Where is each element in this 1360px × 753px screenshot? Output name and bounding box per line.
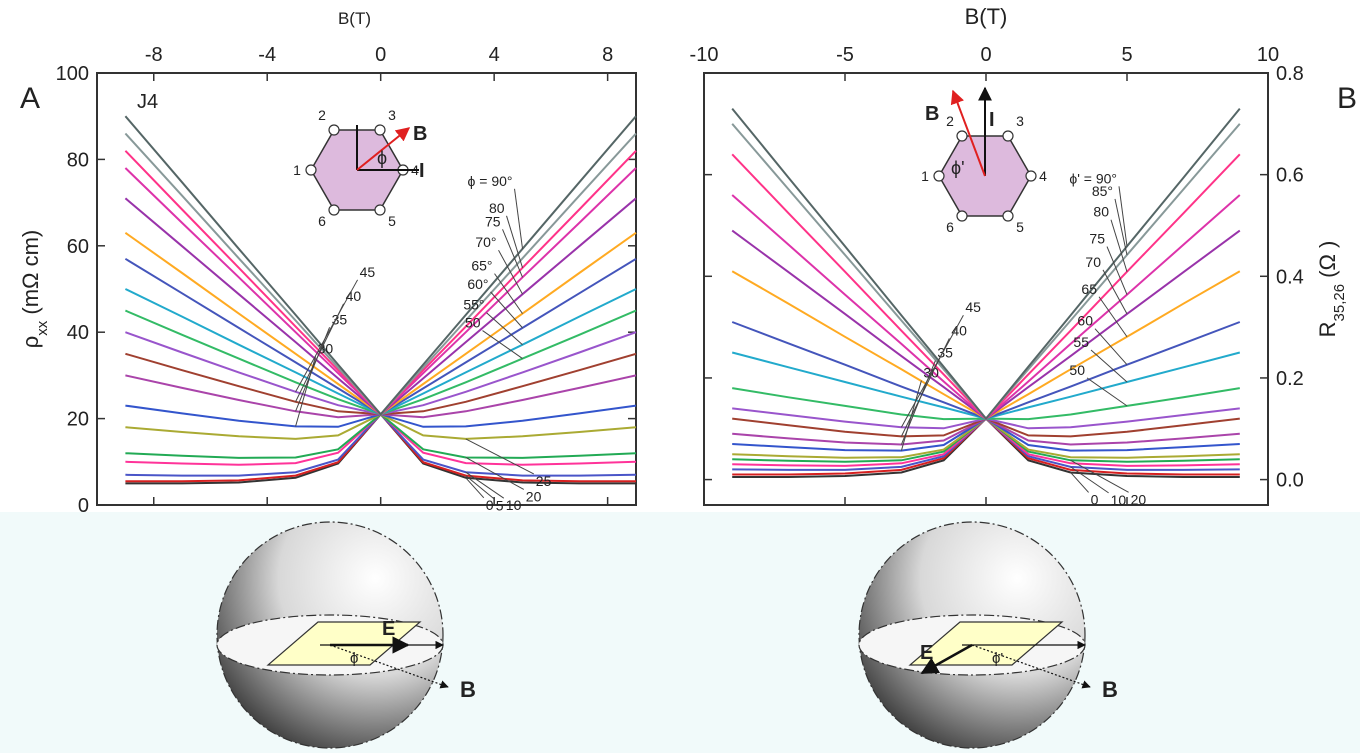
current-label: I	[989, 109, 995, 131]
current-label: I	[419, 160, 425, 182]
contact	[934, 171, 944, 181]
series-label: 0	[1091, 491, 1099, 507]
series-label: 65°	[471, 258, 492, 274]
y-tick-label: 0.4	[1276, 266, 1304, 288]
figure: -8-4048B(T)020406080100ρxx (mΩ cm)AJ4051…	[0, 0, 1360, 753]
y-axis-label: ρxx (mΩ cm)	[18, 230, 51, 349]
contact	[957, 211, 967, 221]
series-label: 50	[1069, 362, 1085, 378]
contact	[375, 205, 385, 215]
x-tick-label: -8	[145, 44, 163, 66]
contact	[1026, 171, 1036, 181]
sample-label: J4	[137, 91, 158, 113]
angle-label: ϕ	[377, 148, 387, 168]
series-label: 20	[1131, 491, 1147, 507]
x-tick-label: 5	[1121, 44, 1132, 66]
y-tick-label: 60	[67, 236, 89, 258]
contact-label: 4	[1039, 168, 1047, 184]
contact-label: 1	[293, 162, 301, 178]
series-label: 20	[526, 488, 542, 504]
y-label-sub: xx	[34, 320, 51, 336]
series-label: 50	[465, 315, 481, 331]
y-tick-label: 100	[56, 63, 89, 85]
y-tick-label: 0.8	[1276, 63, 1304, 85]
x-axis-label: B(T)	[338, 9, 371, 28]
y-tick-label: 0.0	[1276, 470, 1304, 492]
x-tick-label: 8	[602, 44, 613, 66]
contact-label: 5	[388, 213, 396, 229]
y-tick-label: 0.2	[1276, 368, 1304, 390]
contact	[306, 165, 316, 175]
series-label: 40	[951, 322, 967, 338]
series-label: 65	[1081, 281, 1097, 297]
x-tick-label: -4	[258, 44, 276, 66]
series-label: 0	[486, 497, 494, 513]
contact	[1003, 211, 1013, 221]
contact-label: 2	[946, 113, 954, 129]
contact-label: 5	[1016, 219, 1024, 235]
series-label: 45	[965, 299, 981, 315]
y-tick-label: 20	[67, 409, 89, 431]
series-label: 70	[1085, 254, 1101, 270]
contact-label: 6	[946, 219, 954, 235]
x-tick-label: 4	[489, 44, 500, 66]
series-label: 10	[506, 497, 522, 513]
panel-letter: A	[20, 82, 40, 115]
series-label: 60°	[467, 276, 488, 292]
series-label: 55	[1073, 334, 1089, 350]
series-label: 5	[496, 498, 504, 514]
series-label: 10	[1111, 492, 1127, 508]
x-axis-label: B(T)	[965, 4, 1008, 29]
x-tick-label: 0	[375, 44, 386, 66]
contact	[1003, 131, 1013, 141]
field-label: B	[1102, 677, 1118, 702]
series-label: 80	[1093, 204, 1109, 220]
y-label-main: ρ	[18, 336, 43, 349]
series-label: 60	[1077, 313, 1093, 329]
electric-label: E	[382, 618, 395, 640]
series-label: 70°	[475, 234, 496, 250]
contact	[329, 125, 339, 135]
y-label-unit: (mΩ cm)	[18, 230, 43, 321]
contact-label: 1	[921, 168, 929, 184]
x-tick-label: -10	[690, 44, 719, 66]
y-tick-label: 40	[67, 322, 89, 344]
series-label: ϕ' = 90°	[1069, 170, 1117, 186]
y-tick-label: 80	[67, 149, 89, 171]
y-tick-label: 0.6	[1276, 165, 1304, 187]
x-tick-label: 0	[980, 44, 991, 66]
contact-label: 3	[388, 107, 396, 123]
series-label: 80	[489, 200, 505, 216]
series-label: 40	[346, 288, 362, 304]
y-axis-label: R35,26 (Ω )	[1315, 241, 1348, 338]
y-label-unit: (Ω )	[1315, 241, 1340, 284]
contact-label: 2	[318, 107, 326, 123]
series-label: 45	[360, 264, 376, 280]
field-label: B	[460, 677, 476, 702]
x-tick-label: -5	[836, 44, 854, 66]
page: -8-4048B(T)020406080100ρxx (mΩ cm)AJ4051…	[0, 0, 1360, 753]
contact-label: 6	[318, 213, 326, 229]
electric-label: E	[920, 642, 933, 664]
y-label-main: R	[1315, 321, 1340, 337]
field-label: B	[413, 123, 427, 145]
angle-label: ϕ'	[992, 650, 1003, 667]
angle-label: ϕ	[350, 650, 358, 667]
panel-letter: B	[1337, 82, 1357, 115]
y-tick-label: 0	[78, 495, 89, 517]
contact	[329, 205, 339, 215]
series-label: 55°	[463, 297, 484, 313]
series-label: ϕ = 90°	[468, 173, 513, 189]
series-label: 35	[332, 311, 348, 327]
y-label-sub: 35,26	[1331, 284, 1348, 322]
angle-label: ϕ'	[951, 158, 965, 178]
lower-background	[0, 512, 1360, 753]
field-label: B	[925, 103, 939, 125]
series-label: 25	[536, 473, 552, 489]
series-label: 75	[1089, 231, 1105, 247]
contact	[375, 125, 385, 135]
contact-label: 3	[1016, 113, 1024, 129]
contact	[957, 131, 967, 141]
